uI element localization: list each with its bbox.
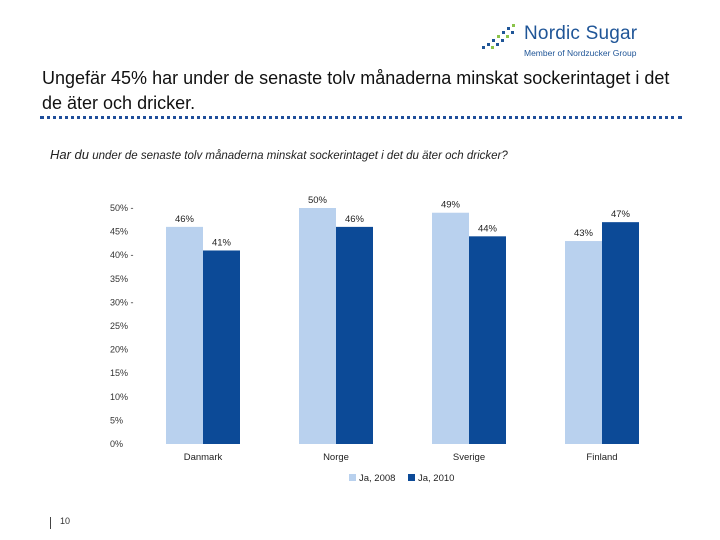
title-divider — [40, 116, 682, 119]
nordic-sugar-logo: Nordic Sugar Member of Nordzucker Group — [478, 22, 658, 62]
legend-swatch — [349, 474, 356, 481]
slide-title: Ungefär 45% har under de senaste tolv må… — [42, 68, 670, 113]
bar-norge-2010 — [336, 226, 373, 444]
bar-norge-2008 — [299, 208, 336, 444]
y-tick-label: 10% — [110, 392, 128, 402]
data-label: 47% — [611, 209, 631, 220]
x-tick-label: Danmark — [184, 452, 223, 463]
bar-finland-2008 — [565, 241, 602, 444]
bar-sverige-2010 — [469, 236, 506, 444]
survey-question: Har du under de senaste tolv månaderna m… — [50, 147, 508, 162]
x-tick-label: Finland — [586, 452, 617, 463]
data-label: 46% — [345, 214, 365, 225]
y-tick-label: 5% — [110, 415, 123, 425]
legend-label: Ja, 2010 — [418, 473, 454, 484]
page-number: 10 — [60, 516, 71, 526]
bar-sverige-2008 — [432, 212, 469, 444]
data-label: 41% — [212, 237, 232, 248]
sugar-cube-logo-icon — [482, 24, 515, 49]
survey-question-lead: Har du — [50, 147, 90, 162]
data-label: 49% — [441, 200, 461, 211]
logo-subtitle: Member of Nordzucker Group — [524, 48, 637, 58]
legend-label: Ja, 2008 — [359, 473, 395, 484]
y-tick-label: 35% — [110, 274, 128, 284]
legend-swatch — [408, 474, 415, 481]
y-tick-label: 40% - — [110, 250, 134, 260]
bar-danmark-2010 — [203, 250, 240, 444]
x-tick-label: Sverige — [453, 452, 485, 463]
bar-danmark-2008 — [166, 226, 203, 444]
data-label: 44% — [478, 223, 498, 234]
footer-divider — [50, 517, 51, 529]
y-tick-label: 15% — [110, 368, 128, 378]
y-tick-label: 50% - — [110, 203, 134, 213]
bar-finland-2010 — [602, 222, 639, 444]
data-label: 50% — [308, 195, 328, 206]
y-tick-label: 0% — [110, 439, 123, 449]
data-label: 46% — [175, 214, 195, 225]
y-tick-label: 45% — [110, 227, 128, 237]
logo-name: Nordic Sugar — [524, 23, 638, 44]
y-tick-label: 25% — [110, 321, 128, 331]
data-label: 43% — [574, 228, 594, 239]
survey-question-text: under de senaste tolv månaderna minskat … — [92, 150, 508, 162]
y-tick-label: 30% - — [110, 297, 134, 307]
x-tick-label: Norge — [323, 452, 349, 463]
y-tick-label: 20% — [110, 345, 128, 355]
